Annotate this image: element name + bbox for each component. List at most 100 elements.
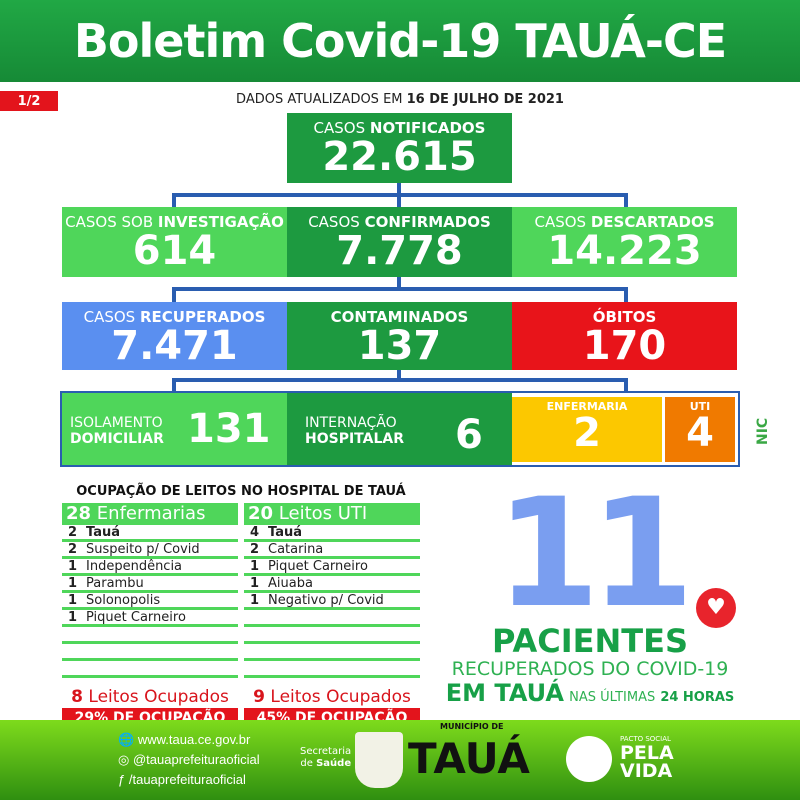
- row-label: Independência: [86, 559, 183, 574]
- table-row: 1 Parambu: [62, 576, 238, 593]
- row-count: 2: [250, 542, 260, 557]
- table-row: [62, 661, 238, 678]
- occupied-beds: 8 Leitos Ocupados: [71, 687, 229, 707]
- box-value: 7.471: [111, 323, 238, 369]
- connector-line: [172, 378, 628, 382]
- row-count: 1: [68, 576, 78, 591]
- enfermaria: ENFERMARIA 2: [512, 397, 662, 462]
- table-row: 1 Aiuaba: [244, 576, 420, 593]
- box-value: 170: [582, 323, 667, 369]
- table-row: [62, 644, 238, 661]
- table-row: 2 Suspeito p/ Covid: [62, 542, 238, 559]
- table-row: [62, 627, 238, 644]
- heart-logo-icon: [566, 736, 612, 782]
- obitos: ÓBITOS 170: [512, 302, 737, 370]
- row-label: Catarina: [268, 542, 324, 557]
- table-row: [244, 644, 420, 661]
- table-row: [244, 627, 420, 644]
- footer: 🌐 www.taua.ce.gov.br ◎ @tauaprefeituraof…: [0, 720, 800, 800]
- box-label: ÓBITOS: [592, 308, 657, 326]
- row-label: Suspeito p/ Covid: [86, 542, 200, 557]
- box-label: CASOS RECUPERADOS: [83, 308, 266, 326]
- box-value: 22.615: [322, 134, 477, 180]
- header: Boletim Covid-19 TAUÁ-CE: [0, 0, 800, 82]
- uti-table: 20 Leitos UTI 4 Tauá 2 Catarina 1 Piquet Carne…: [244, 503, 420, 728]
- table-row: 2 Tauá: [62, 525, 238, 542]
- row-count: 1: [68, 559, 78, 574]
- box-value: 131: [187, 406, 271, 452]
- table-row: [244, 661, 420, 678]
- connector-line: [172, 287, 176, 302]
- recovered-count: 11: [495, 490, 690, 618]
- table-row: 1 Piquet Carneiro: [244, 559, 420, 576]
- box-value: 6: [455, 412, 483, 458]
- secretaria-saude: Secretaria de Saúde: [300, 746, 352, 769]
- row-label: Piquet Carneiro: [86, 610, 186, 625]
- row-label: Parambu: [86, 576, 144, 591]
- recovered-label-covid: RECUPERADOS DO COVID-19: [451, 658, 729, 680]
- connector-line: [172, 378, 176, 392]
- box-value: 7.778: [336, 228, 463, 274]
- row-count: 1: [250, 559, 260, 574]
- casos-descartados: CASOS DESCARTADOS 14.223: [512, 207, 737, 277]
- nic-logo: NIC: [755, 417, 771, 445]
- row-count: 2: [68, 525, 78, 540]
- box-label: CASOS DESCARTADOS: [534, 213, 715, 231]
- box-value: 2: [573, 410, 601, 456]
- pacto-logo: PACTO SOCIAL PELA VIDA: [620, 735, 674, 782]
- enfermarias-table: 28 Enfermarias 2 Tauá 2 Suspeito p/ Covid 1 In…: [62, 503, 238, 728]
- box-value: 614: [132, 228, 217, 274]
- row-label: Solonopolis: [86, 593, 161, 608]
- row-count: 4: [250, 525, 260, 540]
- row-label: Negativo p/ Covid: [268, 593, 384, 608]
- hospital-title: OCUPAÇÃO DE LEITOS NO HOSPITAL DE TAUÁ: [76, 484, 406, 499]
- website-link[interactable]: 🌐 www.taua.ce.gov.br: [118, 732, 251, 747]
- municipio-label: MUNICÍPIO DE: [440, 722, 504, 731]
- table-row: 1 Piquet Carneiro: [62, 610, 238, 627]
- connector-line: [397, 183, 401, 195]
- recovered-label-period: EM TAUÁ NAS ÚLTIMAS 24 HORAS: [445, 679, 735, 707]
- row-label: Tauá: [86, 525, 120, 540]
- row-count: 2: [68, 542, 78, 557]
- connector-line: [172, 287, 628, 291]
- table-row: 1 Independência: [62, 559, 238, 576]
- connector-line: [397, 277, 401, 289]
- table-row: 4 Tauá: [244, 525, 420, 542]
- instagram-link[interactable]: ◎ @tauaprefeituraoficial: [118, 752, 260, 767]
- taua-logo: TAUÁ: [408, 734, 530, 783]
- casos-confirmados: CASOS CONFIRMADOS 7.778: [287, 207, 512, 277]
- page-title: Boletim Covid-19 TAUÁ-CE: [73, 14, 727, 68]
- recovered-text: PACIENTES RECUPERADOS DO COVID-19 EM TAU…: [440, 624, 740, 711]
- connector-line: [397, 370, 401, 380]
- row-count: 1: [250, 593, 260, 608]
- table-row: 2 Catarina: [244, 542, 420, 559]
- box-value: 137: [357, 323, 442, 369]
- table-row: 1 Negativo p/ Covid: [244, 593, 420, 610]
- connector-line: [397, 193, 401, 207]
- row-count: 1: [68, 610, 78, 625]
- casos-recuperados: CASOS RECUPERADOS 7.471: [62, 302, 287, 370]
- row-count: 1: [68, 593, 78, 608]
- uti: UTI 4: [665, 397, 735, 462]
- connector-line: [624, 287, 628, 302]
- box-label: ENFERMARIA: [546, 400, 628, 413]
- table-row: [244, 610, 420, 627]
- recovered-label-patients: PACIENTES: [491, 622, 689, 660]
- facebook-icon: ƒ: [118, 772, 126, 787]
- row-label: Piquet Carneiro: [268, 559, 368, 574]
- box-label: INTERNAÇÃO HOSPITALAR: [305, 415, 405, 447]
- box-label: UTI: [689, 400, 711, 413]
- bottom-row-frame: [60, 391, 740, 467]
- box-label: ISOLAMENTO DOMICILIAR: [70, 415, 164, 447]
- box-value: 4: [686, 410, 714, 456]
- instagram-icon: ◎: [118, 752, 130, 767]
- table-header: 20 Leitos UTI: [244, 503, 420, 525]
- isolamento-domiciliar: ISOLAMENTO DOMICILIAR 131: [62, 393, 287, 465]
- row-count: 1: [250, 576, 260, 591]
- facebook-link[interactable]: ƒ /tauaprefeituraoficial: [118, 772, 246, 787]
- heart-icon: ♥: [696, 588, 736, 628]
- box-label: CASOS NOTIFICADOS: [313, 119, 486, 137]
- coat-of-arms-icon: [355, 732, 403, 788]
- connector-line: [624, 378, 628, 392]
- updated-date: DADOS ATUALIZADOS EM 16 DE JULHO DE 2021: [236, 92, 564, 107]
